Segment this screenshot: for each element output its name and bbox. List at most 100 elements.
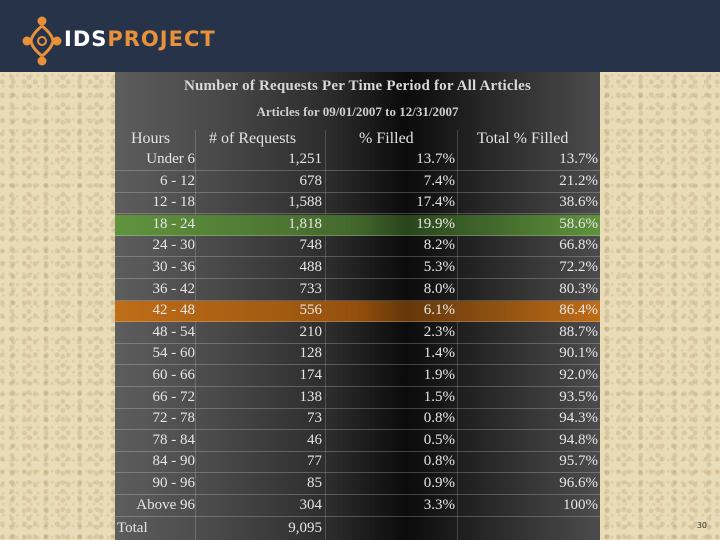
header-bar: IDSPROJECT xyxy=(0,0,720,72)
table-row: 18 - 24 1,818 19.9% 58.6% xyxy=(115,214,600,236)
cell-filled: 3.3% xyxy=(423,496,455,513)
cell-filled: 6.1% xyxy=(423,302,455,319)
cell-filled: 19.9% xyxy=(416,215,455,232)
cell-requests: 73 xyxy=(307,410,322,427)
column-header-filled: % Filled xyxy=(359,130,414,147)
cell-hours: 30 - 36 xyxy=(152,259,196,275)
cell-filled: 13.7% xyxy=(416,151,455,167)
cell-requests: 174 xyxy=(299,367,323,383)
logo-ids-text: IDS xyxy=(64,27,108,51)
cell-total-filled: 96.6% xyxy=(559,475,598,491)
table-row: 78 - 84 46 0.5% 94.8% xyxy=(115,431,600,452)
cell-hours: 66 - 72 xyxy=(152,388,196,405)
cell-hours: 24 - 30 xyxy=(152,237,196,254)
table-row: 54 - 60 128 1.4% 90.1% xyxy=(115,344,600,366)
page-number: 30 xyxy=(696,521,707,530)
cell-hours: 60 - 66 xyxy=(152,367,196,383)
cell-hours: 36 - 42 xyxy=(152,280,196,297)
cell-requests: 304 xyxy=(299,496,323,513)
cell-requests: 556 xyxy=(299,302,323,319)
table-row: 72 - 78 73 0.8% 94.3% xyxy=(115,409,600,431)
cell-requests: 85 xyxy=(307,475,322,491)
cell-requests: 138 xyxy=(299,388,323,405)
cell-requests: 1,251 xyxy=(288,151,322,167)
cell-total-filled: 21.2% xyxy=(559,172,598,189)
cell-total-filled: 66.8% xyxy=(559,237,598,254)
table-row: 60 - 66 174 1.9% 92.0% xyxy=(115,366,600,387)
table-row: 24 - 30 748 8.2% 66.8% xyxy=(115,236,600,258)
cell-filled: 17.4% xyxy=(416,194,455,211)
table-row: 84 - 90 77 0.8% 95.7% xyxy=(115,452,600,474)
cell-hours: 6 - 12 xyxy=(160,172,195,189)
cell-total-filled: 90.1% xyxy=(559,345,598,362)
logo-wordmark: IDSPROJECT xyxy=(64,29,216,50)
cell-total-filled: 38.6% xyxy=(559,194,598,211)
cell-filled: 7.4% xyxy=(423,172,455,189)
table-header-row: Hours # of Requests % Filled Total % Fil… xyxy=(115,130,600,150)
cell-total-filled: 92.0% xyxy=(559,367,598,383)
cell-filled: 1.5% xyxy=(423,388,455,405)
cell-total-filled: 95.7% xyxy=(559,453,598,470)
cell-filled: 0.8% xyxy=(423,410,455,427)
column-header-hours: Hours xyxy=(131,130,171,147)
cell-requests: 77 xyxy=(307,453,322,470)
cell-hours: Under 6 xyxy=(146,151,195,167)
total-row: Total 9,095 xyxy=(115,520,600,540)
cell-total-filled: 93.5% xyxy=(559,388,598,405)
cell-requests: 1,818 xyxy=(288,215,322,232)
cell-filled: 0.5% xyxy=(423,431,455,448)
cell-hours: 78 - 84 xyxy=(152,431,196,448)
cell-filled: 5.3% xyxy=(423,259,455,275)
table-title: Number of Requests Per Time Period for A… xyxy=(183,78,532,94)
total-requests: 9,095 xyxy=(288,520,322,536)
table-row: 12 - 18 1,588 17.4% 38.6% xyxy=(115,193,600,215)
cell-total-filled: 80.3% xyxy=(559,280,598,297)
table-row: 90 - 96 85 0.9% 96.6% xyxy=(115,474,600,495)
table-row: 66 - 72 138 1.5% 93.5% xyxy=(115,388,600,409)
cell-hours: 54 - 60 xyxy=(152,345,196,362)
column-divider xyxy=(325,130,326,540)
table-panel: Number of Requests Per Time Period for A… xyxy=(115,72,600,540)
logo-project-text: PROJECT xyxy=(107,27,216,51)
cell-requests: 488 xyxy=(299,259,323,275)
cell-filled: 0.9% xyxy=(423,475,455,491)
table-row: Under 6 1,251 13.7% 13.7% xyxy=(115,150,600,171)
cell-total-filled: 72.2% xyxy=(559,259,598,275)
cell-total-filled: 88.7% xyxy=(559,323,598,340)
column-header-requests: # of Requests xyxy=(209,130,297,147)
cell-total-filled: 86.4% xyxy=(559,302,598,319)
cell-total-filled: 94.8% xyxy=(559,431,598,448)
cell-hours: 18 - 24 xyxy=(152,215,196,232)
cell-requests: 128 xyxy=(299,345,323,362)
table-row: 6 - 12 678 7.4% 21.2% xyxy=(115,172,600,193)
cell-requests: 210 xyxy=(299,323,323,340)
cell-hours: 48 - 54 xyxy=(152,323,196,340)
cell-requests: 733 xyxy=(299,280,323,297)
cell-total-filled: 100% xyxy=(563,496,598,513)
table-row: 36 - 42 733 8.0% 80.3% xyxy=(115,280,600,301)
table-row: 48 - 54 210 2.3% 88.7% xyxy=(115,323,600,344)
cell-hours: 72 - 78 xyxy=(152,410,196,427)
cell-filled: 2.3% xyxy=(423,323,455,340)
cell-total-filled: 13.7% xyxy=(559,151,598,167)
table-row: 42 - 48 556 6.1% 86.4% xyxy=(115,301,600,323)
column-header-total-filled: Total % Filled xyxy=(477,130,569,147)
cell-total-filled: 58.6% xyxy=(559,215,598,232)
cell-requests: 1,588 xyxy=(288,194,322,211)
cell-hours: 84 - 90 xyxy=(152,453,196,470)
cell-requests: 678 xyxy=(299,172,323,189)
cell-requests: 748 xyxy=(299,237,323,254)
cell-filled: 0.8% xyxy=(423,453,455,470)
cell-filled: 8.2% xyxy=(423,237,455,254)
table-row: Above 96 304 3.3% 100% xyxy=(115,496,600,517)
cell-hours: 12 - 18 xyxy=(152,194,196,211)
table-row: 30 - 36 488 5.3% 72.2% xyxy=(115,258,600,279)
column-divider xyxy=(195,130,196,540)
cell-filled: 1.9% xyxy=(423,367,455,383)
cell-hours: 90 - 96 xyxy=(152,475,196,491)
column-divider xyxy=(457,130,458,540)
cell-hours: 42 - 48 xyxy=(152,302,196,319)
cell-filled: 1.4% xyxy=(423,345,455,362)
ids-logo-icon xyxy=(22,16,62,66)
cell-requests: 46 xyxy=(307,431,322,448)
